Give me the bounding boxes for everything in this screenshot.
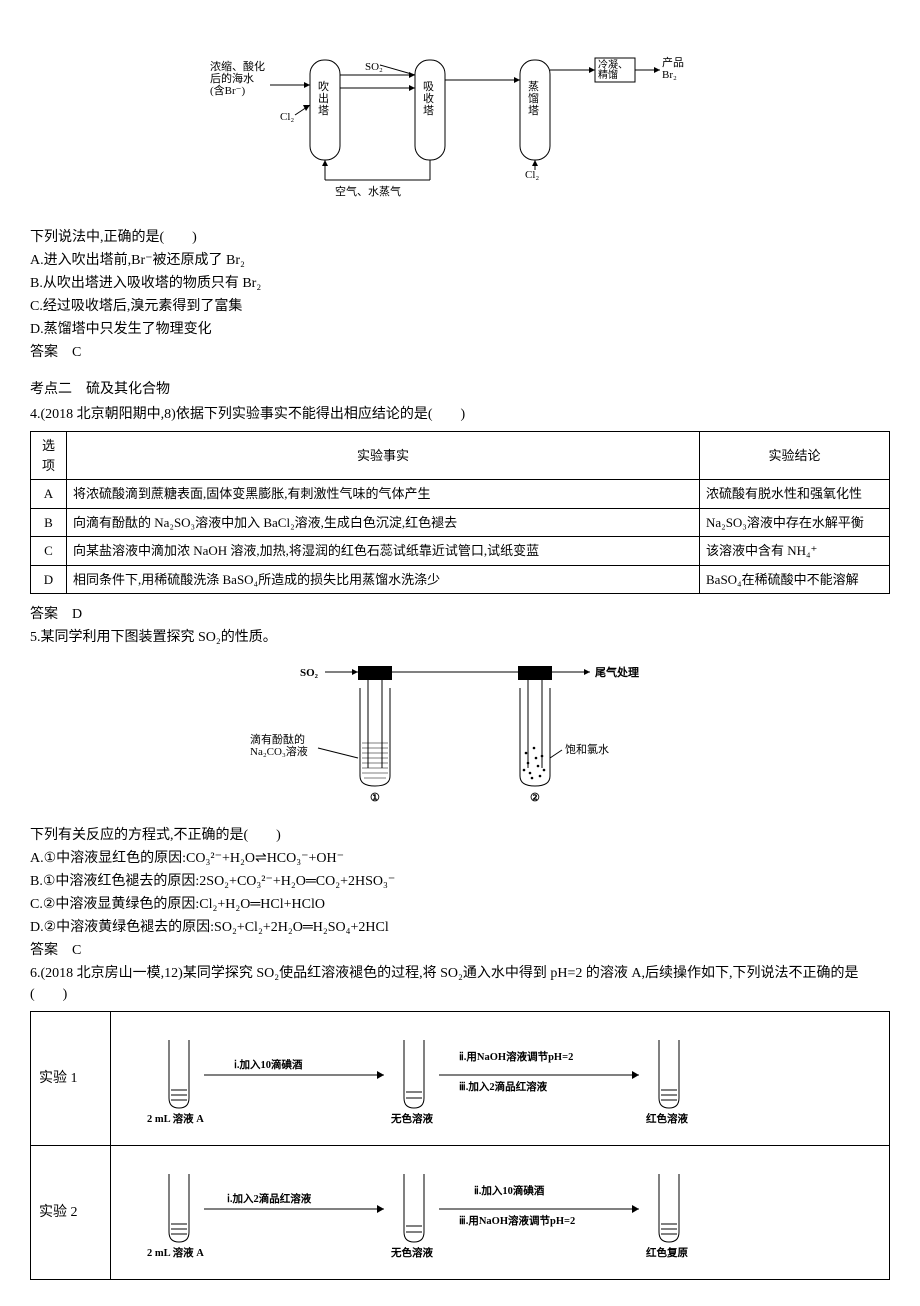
q5-tail-label: 尾气处理 (594, 665, 639, 679)
q5-num2: ② (530, 792, 540, 804)
q5-intro: 下列有关反应的方程式,不正确的是( ) (30, 825, 890, 846)
q4-rowB-concl: Na₂SO₃溶液中存在水解平衡 (700, 508, 890, 537)
diag1-so2: SO₂ (365, 61, 383, 73)
q5-num1: ① (370, 792, 380, 804)
svg-text:无色溶液: 无色溶液 (390, 1112, 433, 1125)
diag1-condense: 冷凝、精馏 (598, 58, 628, 81)
diag1-bottom: 空气、水蒸气 (335, 184, 401, 198)
q4-table: 选项 实验事实 实验结论 A 将浓硫酸滴到蔗糖表面,固体变黑膨胀,有刺激性气味的… (30, 431, 890, 594)
diag1-tower1: 吹出塔 (318, 80, 329, 117)
q4-col3: 实验结论 (700, 432, 890, 480)
q4-rowD-opt: D (31, 565, 67, 594)
q4-rowB-fact: 向滴有酚酞的 Na₂SO₃溶液中加入 BaCl₂溶液,生成白色沉淀,红色褪去 (67, 508, 700, 537)
svg-text:ⅱ.用NaOH溶液调节pH=2: ⅱ.用NaOH溶液调节pH=2 (459, 1050, 573, 1063)
diag1-input-label: 浓缩、酸化 后的海水 (含Br⁻) (210, 59, 268, 97)
q4-rowC-fact: 向某盐溶液中滴加浓 NaOH 溶液,加热,将湿润的红色石蕊试纸靠近试管口,试纸变… (67, 537, 700, 566)
q4-rowA-opt: A (31, 480, 67, 509)
svg-text:红色复原: 红色复原 (646, 1246, 688, 1259)
diag1-tower2: 吸收塔 (423, 81, 434, 117)
svg-text:ⅲ.用NaOH溶液调节pH=2: ⅲ.用NaOH溶液调节pH=2 (459, 1214, 575, 1227)
q4-col2: 实验事实 (67, 432, 700, 480)
q5-optC: C.②中溶液显黄绿色的原因:Cl₂+H₂O═HCl+HClO (30, 894, 890, 915)
q4-rowA-concl: 浓硫酸有脱水性和强氧化性 (700, 480, 890, 509)
q6-exp2-diagram: 2 mL 溶液 A ⅰ.加入2滴品红溶液 无色溶液 ⅱ.加入10滴碘酒 ⅲ.用N… (111, 1146, 890, 1280)
q4-rowC-opt: C (31, 537, 67, 566)
table-row: 实验 1 2 mL 溶液 A ⅰ.加入10滴碘酒 (31, 1012, 890, 1146)
q4-col1: 选项 (31, 432, 67, 480)
q6-exp-table: 实验 1 2 mL 溶液 A ⅰ.加入10滴碘酒 (30, 1011, 890, 1280)
svg-text:2 mL 溶液 A: 2 mL 溶液 A (147, 1112, 204, 1125)
svg-text:ⅰ.加入2滴品红溶液: ⅰ.加入2滴品红溶液 (227, 1192, 312, 1205)
q3-answer: 答案 C (30, 342, 890, 363)
q5-optB: B.①中溶液红色褪去的原因:2SO₂+CO₃²⁻+H₂O═CO₂+2HSO₃⁻ (30, 871, 890, 892)
bromine-process-diagram: 浓缩、酸化 后的海水 (含Br⁻) Cl₂ 吹出塔 SO₂ 吸收塔 (30, 30, 890, 217)
diag1-cl2-2: Cl₂ (525, 169, 539, 181)
table-row: C 向某盐溶液中滴加浓 NaOH 溶液,加热,将湿润的红色石蕊试纸靠近试管口,试… (31, 537, 890, 566)
table-row: D 相同条件下,用稀硫酸洗涤 BaSO₄所造成的损失比用蒸馏水洗涤少 BaSO₄… (31, 565, 890, 594)
q3-optB: B.从吹出塔进入吸收塔的物质只有 Br₂ (30, 273, 890, 294)
svg-text:ⅲ.加入2滴品红溶液: ⅲ.加入2滴品红溶液 (459, 1080, 548, 1093)
q6-stem: 6.(2018 北京房山一模,12)某同学探究 SO₂使品红溶液褪色的过程,将 … (30, 963, 890, 1005)
svg-text:ⅱ.加入10滴碘酒: ⅱ.加入10滴碘酒 (474, 1184, 545, 1197)
q4-stem: 4.(2018 北京朝阳期中,8)依据下列实验事实不能得出相应结论的是( ) (30, 404, 890, 425)
q5-so2-label: SO₂ (300, 667, 319, 679)
q5-answer: 答案 C (30, 940, 890, 961)
q5-stem: 5.某同学利用下图装置探究 SO₂的性质。 (30, 627, 890, 648)
q4-rowB-opt: B (31, 508, 67, 537)
q4-rowD-fact: 相同条件下,用稀硫酸洗涤 BaSO₄所造成的损失比用蒸馏水洗涤少 (67, 565, 700, 594)
q5-tube1-label: 滴有酚酞的 Na₂CO₃溶液 (250, 732, 308, 758)
q4-rowD-concl: BaSO₄在稀硫酸中不能溶解 (700, 565, 890, 594)
svg-text:2 mL 溶液 A: 2 mL 溶液 A (147, 1246, 204, 1259)
q3-optA: A.进入吹出塔前,Br⁻被还原成了 Br₂ (30, 250, 890, 271)
table-row: B 向滴有酚酞的 Na₂SO₃溶液中加入 BaCl₂溶液,生成白色沉淀,红色褪去… (31, 508, 890, 537)
q6-exp1-label: 实验 1 (31, 1012, 111, 1146)
q6-exp1-diagram: 2 mL 溶液 A ⅰ.加入10滴碘酒 无色溶液 ⅱ.用NaOH溶液调节pH=2… (111, 1012, 890, 1146)
table-row: 实验 2 2 mL 溶液 A ⅰ.加入2滴品红溶液 (31, 1146, 890, 1280)
q3-optC: C.经过吸收塔后,溴元素得到了富集 (30, 296, 890, 317)
section2-title: 考点二 硫及其化合物 (30, 379, 890, 400)
q3-intro: 下列说法中,正确的是( ) (30, 227, 890, 248)
q4-answer: 答案 D (30, 604, 890, 625)
q5-tube2-label: 饱和氯水 (565, 742, 609, 756)
q4-rowC-concl: 该溶液中含有 NH₄⁺ (700, 537, 890, 566)
q5-optA: A.①中溶液显红色的原因:CO₃²⁻+H₂O⇌HCO₃⁻+OH⁻ (30, 848, 890, 869)
q4-rowA-fact: 将浓硫酸滴到蔗糖表面,固体变黑膨胀,有刺激性气味的气体产生 (67, 480, 700, 509)
svg-text:红色溶液: 红色溶液 (646, 1112, 688, 1125)
diag1-tower3: 蒸馏塔 (528, 80, 539, 117)
svg-text:ⅰ.加入10滴碘酒: ⅰ.加入10滴碘酒 (234, 1058, 303, 1071)
diag1-cl2-1: Cl₂ (280, 111, 294, 123)
q6-exp2-label: 实验 2 (31, 1146, 111, 1280)
table-row: A 将浓硫酸滴到蔗糖表面,固体变黑膨胀,有刺激性气味的气体产生 浓硫酸有脱水性和… (31, 480, 890, 509)
q5-optD: D.②中溶液黄绿色褪去的原因:SO₂+Cl₂+2H₂O═H₂SO₄+2HCl (30, 917, 890, 938)
diag1-product: 产品Br₂ (662, 55, 684, 81)
q5-apparatus-diagram: SO₂ 滴有酚酞的 Na₂CO₃溶液 ① (30, 658, 890, 815)
svg-text:无色溶液: 无色溶液 (390, 1246, 433, 1259)
q3-optD: D.蒸馏塔中只发生了物理变化 (30, 319, 890, 340)
